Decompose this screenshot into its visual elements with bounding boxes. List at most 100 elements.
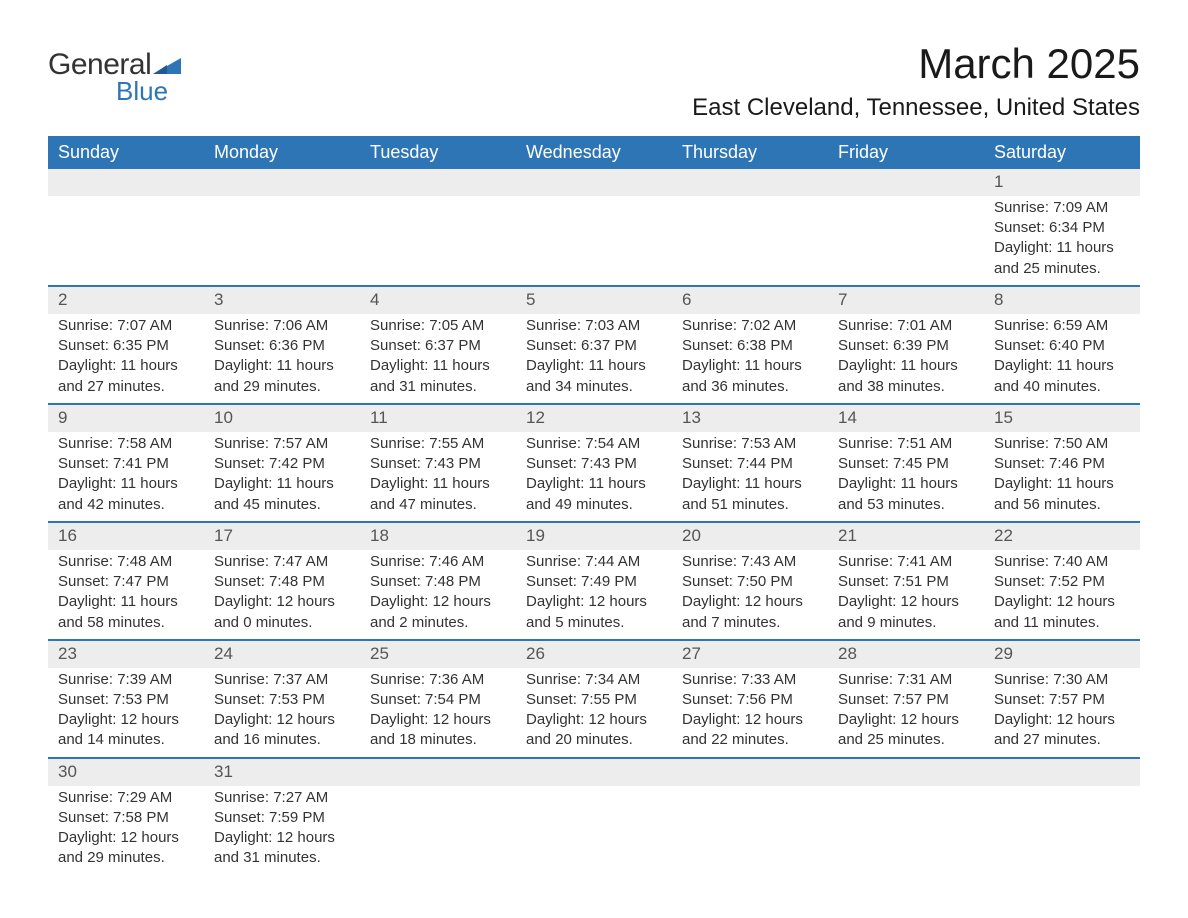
- day-cell: 11Sunrise: 7:55 AMSunset: 7:43 PMDayligh…: [360, 404, 516, 522]
- day-cell: [204, 169, 360, 286]
- month-title: March 2025: [692, 40, 1140, 88]
- sunset-line: Sunset: 7:44 PM: [682, 454, 818, 474]
- weekday-header: Wednesday: [516, 136, 672, 169]
- day-content: Sunrise: 7:36 AMSunset: 7:54 PMDaylight:…: [360, 668, 516, 757]
- day-content: Sunrise: 7:27 AMSunset: 7:59 PMDaylight:…: [204, 786, 360, 875]
- day-cell: 27Sunrise: 7:33 AMSunset: 7:56 PMDayligh…: [672, 640, 828, 758]
- day-content: [828, 196, 984, 256]
- day-cell: 17Sunrise: 7:47 AMSunset: 7:48 PMDayligh…: [204, 522, 360, 640]
- day-content: Sunrise: 7:46 AMSunset: 7:48 PMDaylight:…: [360, 550, 516, 639]
- sunset-line: Sunset: 7:43 PM: [526, 454, 662, 474]
- daylight-line: Daylight: 11 hours and 49 minutes.: [526, 474, 662, 515]
- day-cell: [516, 169, 672, 286]
- calendar-body: 1Sunrise: 7:09 AMSunset: 6:34 PMDaylight…: [48, 169, 1140, 875]
- day-cell: 30Sunrise: 7:29 AMSunset: 7:58 PMDayligh…: [48, 758, 204, 875]
- weekday-header: Monday: [204, 136, 360, 169]
- sunrise-line: Sunrise: 7:03 AM: [526, 316, 662, 336]
- sunrise-line: Sunrise: 7:29 AM: [58, 788, 194, 808]
- day-number: 19: [516, 523, 672, 550]
- sunset-line: Sunset: 7:55 PM: [526, 690, 662, 710]
- day-cell: 12Sunrise: 7:54 AMSunset: 7:43 PMDayligh…: [516, 404, 672, 522]
- sunrise-line: Sunrise: 7:47 AM: [214, 552, 350, 572]
- daylight-line: Daylight: 11 hours and 40 minutes.: [994, 356, 1130, 397]
- sunrise-line: Sunrise: 7:37 AM: [214, 670, 350, 690]
- daylight-line: Daylight: 11 hours and 42 minutes.: [58, 474, 194, 515]
- day-number: 8: [984, 287, 1140, 314]
- weekday-header: Sunday: [48, 136, 204, 169]
- day-number: 24: [204, 641, 360, 668]
- daylight-line: Daylight: 12 hours and 25 minutes.: [838, 710, 974, 751]
- day-cell: [984, 758, 1140, 875]
- daylight-line: Daylight: 12 hours and 22 minutes.: [682, 710, 818, 751]
- day-cell: 14Sunrise: 7:51 AMSunset: 7:45 PMDayligh…: [828, 404, 984, 522]
- sunset-line: Sunset: 7:43 PM: [370, 454, 506, 474]
- day-content: Sunrise: 7:55 AMSunset: 7:43 PMDaylight:…: [360, 432, 516, 521]
- day-number: 11: [360, 405, 516, 432]
- sunset-line: Sunset: 6:36 PM: [214, 336, 350, 356]
- week-row: 23Sunrise: 7:39 AMSunset: 7:53 PMDayligh…: [48, 640, 1140, 758]
- day-cell: [360, 758, 516, 875]
- day-number: 23: [48, 641, 204, 668]
- day-content: [360, 786, 516, 846]
- daylight-line: Daylight: 11 hours and 45 minutes.: [214, 474, 350, 515]
- daylight-line: Daylight: 12 hours and 7 minutes.: [682, 592, 818, 633]
- day-number: [828, 759, 984, 786]
- day-content: Sunrise: 7:50 AMSunset: 7:46 PMDaylight:…: [984, 432, 1140, 521]
- day-content: [48, 196, 204, 256]
- day-number: [48, 169, 204, 196]
- day-number: 12: [516, 405, 672, 432]
- day-cell: 19Sunrise: 7:44 AMSunset: 7:49 PMDayligh…: [516, 522, 672, 640]
- day-content: Sunrise: 7:07 AMSunset: 6:35 PMDaylight:…: [48, 314, 204, 403]
- calendar-head: SundayMondayTuesdayWednesdayThursdayFrid…: [48, 136, 1140, 169]
- sunrise-line: Sunrise: 7:39 AM: [58, 670, 194, 690]
- day-content: Sunrise: 7:30 AMSunset: 7:57 PMDaylight:…: [984, 668, 1140, 757]
- sunset-line: Sunset: 7:53 PM: [58, 690, 194, 710]
- day-cell: 7Sunrise: 7:01 AMSunset: 6:39 PMDaylight…: [828, 286, 984, 404]
- daylight-line: Daylight: 12 hours and 5 minutes.: [526, 592, 662, 633]
- sunrise-line: Sunrise: 7:01 AM: [838, 316, 974, 336]
- week-row: 2Sunrise: 7:07 AMSunset: 6:35 PMDaylight…: [48, 286, 1140, 404]
- day-content: Sunrise: 7:47 AMSunset: 7:48 PMDaylight:…: [204, 550, 360, 639]
- day-number: 20: [672, 523, 828, 550]
- sunset-line: Sunset: 7:48 PM: [370, 572, 506, 592]
- sunset-line: Sunset: 7:51 PM: [838, 572, 974, 592]
- day-cell: 8Sunrise: 6:59 AMSunset: 6:40 PMDaylight…: [984, 286, 1140, 404]
- daylight-line: Daylight: 12 hours and 16 minutes.: [214, 710, 350, 751]
- sunset-line: Sunset: 7:49 PM: [526, 572, 662, 592]
- day-number: [360, 169, 516, 196]
- day-content: Sunrise: 7:01 AMSunset: 6:39 PMDaylight:…: [828, 314, 984, 403]
- day-content: Sunrise: 7:57 AMSunset: 7:42 PMDaylight:…: [204, 432, 360, 521]
- day-number: 29: [984, 641, 1140, 668]
- sunrise-line: Sunrise: 7:34 AM: [526, 670, 662, 690]
- sunrise-line: Sunrise: 7:06 AM: [214, 316, 350, 336]
- day-content: Sunrise: 7:33 AMSunset: 7:56 PMDaylight:…: [672, 668, 828, 757]
- day-content: Sunrise: 7:39 AMSunset: 7:53 PMDaylight:…: [48, 668, 204, 757]
- sunset-line: Sunset: 6:37 PM: [526, 336, 662, 356]
- day-number: 7: [828, 287, 984, 314]
- day-number: 27: [672, 641, 828, 668]
- sunset-line: Sunset: 6:39 PM: [838, 336, 974, 356]
- day-content: [516, 786, 672, 846]
- daylight-line: Daylight: 11 hours and 47 minutes.: [370, 474, 506, 515]
- sunrise-line: Sunrise: 7:09 AM: [994, 198, 1130, 218]
- day-cell: 28Sunrise: 7:31 AMSunset: 7:57 PMDayligh…: [828, 640, 984, 758]
- day-cell: [828, 758, 984, 875]
- week-row: 9Sunrise: 7:58 AMSunset: 7:41 PMDaylight…: [48, 404, 1140, 522]
- day-cell: 1Sunrise: 7:09 AMSunset: 6:34 PMDaylight…: [984, 169, 1140, 286]
- sunset-line: Sunset: 7:42 PM: [214, 454, 350, 474]
- day-number: 21: [828, 523, 984, 550]
- sunrise-line: Sunrise: 7:33 AM: [682, 670, 818, 690]
- daylight-line: Daylight: 11 hours and 25 minutes.: [994, 238, 1130, 279]
- logo-text-blue: Blue: [116, 76, 181, 107]
- daylight-line: Daylight: 11 hours and 51 minutes.: [682, 474, 818, 515]
- calendar-table: SundayMondayTuesdayWednesdayThursdayFrid…: [48, 136, 1140, 875]
- location: East Cleveland, Tennessee, United States: [692, 94, 1140, 122]
- day-cell: 22Sunrise: 7:40 AMSunset: 7:52 PMDayligh…: [984, 522, 1140, 640]
- day-content: Sunrise: 7:54 AMSunset: 7:43 PMDaylight:…: [516, 432, 672, 521]
- day-cell: 18Sunrise: 7:46 AMSunset: 7:48 PMDayligh…: [360, 522, 516, 640]
- sunset-line: Sunset: 7:57 PM: [838, 690, 974, 710]
- day-number: [984, 759, 1140, 786]
- sunset-line: Sunset: 6:35 PM: [58, 336, 194, 356]
- day-cell: 31Sunrise: 7:27 AMSunset: 7:59 PMDayligh…: [204, 758, 360, 875]
- day-cell: 3Sunrise: 7:06 AMSunset: 6:36 PMDaylight…: [204, 286, 360, 404]
